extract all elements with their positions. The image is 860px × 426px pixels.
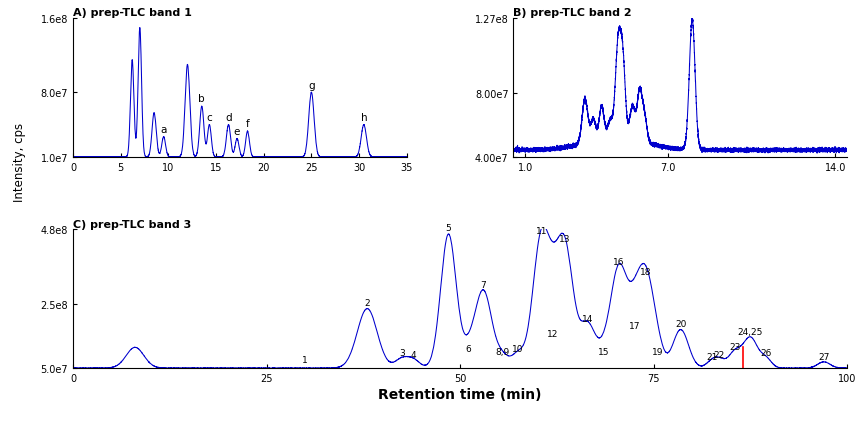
Text: a: a [161,125,167,135]
Text: 15: 15 [598,347,609,356]
Text: 26: 26 [760,348,771,357]
Text: 17: 17 [629,321,640,330]
Text: e: e [234,127,240,137]
Text: 20: 20 [675,319,686,328]
Text: d: d [225,113,232,123]
Text: 27: 27 [818,352,830,361]
Text: C) prep-TLC band 3: C) prep-TLC band 3 [73,219,192,229]
Text: 10: 10 [513,344,524,353]
Text: 21: 21 [706,352,717,361]
Text: 23: 23 [729,342,740,351]
Text: 13: 13 [559,235,570,244]
Text: 11: 11 [536,227,547,236]
Text: 5: 5 [445,224,452,233]
Text: h: h [360,113,367,123]
Text: 16: 16 [613,257,624,266]
Text: 1: 1 [303,355,308,364]
Text: b: b [199,94,205,104]
Text: 14: 14 [582,314,593,323]
Text: 2: 2 [365,298,370,307]
Text: 8,9: 8,9 [495,347,510,356]
Text: A) prep-TLC band 1: A) prep-TLC band 1 [73,9,192,18]
Text: 6: 6 [465,344,470,353]
Text: 3: 3 [399,348,405,357]
Text: g: g [308,81,315,90]
Text: 7: 7 [481,280,486,289]
Text: B) prep-TLC band 2: B) prep-TLC band 2 [513,9,632,18]
X-axis label: Retention time (min): Retention time (min) [378,388,542,401]
Text: 19: 19 [652,347,663,356]
Text: f: f [246,119,249,129]
Text: 22: 22 [714,350,725,359]
Text: 12: 12 [547,329,559,338]
Text: c: c [206,113,212,123]
Text: 18: 18 [640,267,652,276]
Text: Intensity, cps: Intensity, cps [13,122,26,201]
Text: 24,25: 24,25 [738,327,763,336]
Text: 4: 4 [411,350,416,359]
